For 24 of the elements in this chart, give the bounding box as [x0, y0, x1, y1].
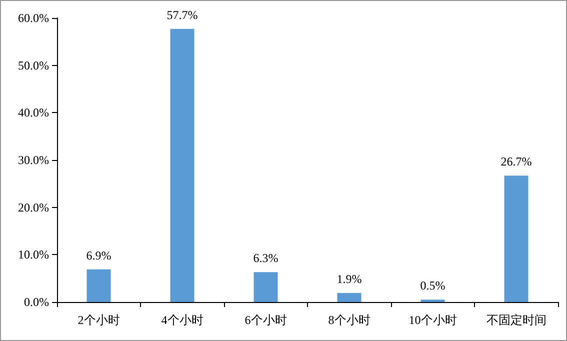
y-tick-label: 60.0% [18, 11, 49, 25]
x-tick-label: 不固定时间 [486, 313, 546, 327]
bar [170, 28, 194, 302]
x-tick-label: 10个小时 [408, 313, 457, 327]
y-tick-label: 40.0% [18, 106, 49, 120]
data-label: 26.7% [500, 154, 532, 169]
bar [86, 269, 111, 302]
data-label: 57.7% [166, 8, 198, 22]
data-label: 6.9% [86, 248, 112, 262]
bar [254, 272, 278, 302]
x-tick-label: 2个小时 [78, 313, 120, 327]
data-label: 0.5% [420, 278, 446, 293]
x-tick-label: 8个小时 [328, 313, 370, 327]
y-tick-label: 0.0% [24, 295, 49, 309]
bar [337, 293, 362, 302]
x-tick-label: 6个小时 [244, 313, 287, 327]
data-label: 1.9% [336, 272, 362, 286]
x-tick-label: 4个小时 [161, 313, 204, 327]
y-tick-label: 30.0% [18, 153, 49, 167]
y-tick-label: 20.0% [18, 200, 49, 214]
data-label: 6.3% [253, 251, 278, 266]
bar [504, 176, 528, 302]
y-tick-label: 10.0% [18, 248, 49, 262]
y-tick-label: 50.0% [18, 58, 49, 72]
